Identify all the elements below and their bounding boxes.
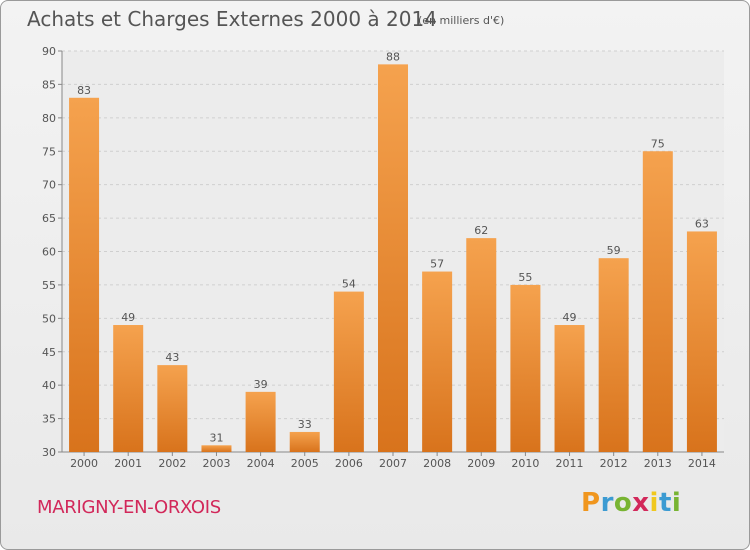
y-tick-label: 90 (42, 45, 56, 58)
x-tick-label: 2003 (202, 457, 230, 470)
logo-letter: o (613, 488, 633, 518)
bar-2012 (598, 258, 629, 452)
logo-letter: i (649, 488, 659, 518)
logo-letter: i (671, 488, 682, 518)
data-label: 75 (651, 137, 665, 150)
y-tick-label: 60 (42, 246, 56, 259)
data-label: 83 (77, 84, 91, 97)
y-tick-label: 55 (42, 279, 56, 292)
bar-2006 (333, 291, 364, 452)
bar-2004 (245, 391, 276, 452)
x-tick-label: 2006 (335, 457, 363, 470)
x-tick-label: 2002 (158, 457, 186, 470)
x-tick-label: 2001 (114, 457, 142, 470)
bar-2003 (201, 445, 232, 452)
bar-2002 (157, 365, 188, 452)
x-tick-label: 2010 (511, 457, 539, 470)
y-tick-label: 35 (42, 413, 56, 426)
x-tick-label: 2007 (379, 457, 407, 470)
x-tick-label: 2008 (423, 457, 451, 470)
data-label: 54 (342, 278, 356, 291)
y-tick-label: 75 (42, 145, 56, 158)
y-tick-label: 85 (42, 78, 56, 91)
data-label: 31 (209, 431, 223, 444)
chart-subtitle: (en milliers d'€) (418, 14, 505, 27)
x-tick-label: 2004 (247, 457, 275, 470)
data-label: 62 (474, 224, 488, 237)
chart-title: Achats et Charges Externes 2000 à 2014 (27, 7, 437, 31)
logo-letter: x (632, 488, 650, 518)
data-label: 57 (430, 258, 444, 271)
x-tick-label: 2014 (688, 457, 716, 470)
y-tick-label: 30 (42, 446, 56, 459)
y-tick-label: 70 (42, 179, 56, 192)
bar-2011 (554, 325, 585, 452)
y-tick-label: 50 (42, 312, 56, 325)
data-label: 59 (607, 244, 621, 257)
bar-2007 (378, 64, 408, 452)
logo-letter: r (600, 488, 614, 518)
data-label: 39 (254, 378, 268, 391)
data-label: 33 (298, 418, 312, 431)
data-label: 63 (695, 217, 709, 230)
logo-letter: t (658, 488, 672, 518)
bar-2010 (510, 284, 541, 452)
data-label: 55 (518, 271, 532, 284)
x-tick-label: 2013 (644, 457, 672, 470)
y-tick-label: 40 (42, 379, 56, 392)
y-tick-label: 45 (42, 346, 56, 359)
y-tick-label: 65 (42, 212, 56, 225)
bar-2000 (69, 97, 100, 453)
bar-2008 (422, 271, 453, 452)
data-label: 49 (121, 311, 135, 324)
x-tick-label: 2012 (600, 457, 628, 470)
data-label: 88 (386, 50, 400, 63)
y-tick-label: 80 (42, 112, 56, 125)
data-label: 43 (165, 351, 179, 364)
bar-2001 (113, 325, 144, 452)
data-label: 49 (563, 311, 577, 324)
logo-letter: P (581, 488, 601, 518)
bar-2005 (289, 431, 320, 452)
x-tick-label: 2000 (70, 457, 98, 470)
proxiti-logo: Proxiti (581, 488, 681, 518)
bar-2009 (466, 238, 497, 452)
x-tick-label: 2009 (467, 457, 495, 470)
commune-name: MARIGNY-EN-ORXOIS (37, 497, 221, 518)
x-tick-label: 2011 (556, 457, 584, 470)
bar-2014 (686, 231, 717, 452)
x-tick-label: 2005 (291, 457, 319, 470)
bar-2013 (642, 151, 673, 452)
